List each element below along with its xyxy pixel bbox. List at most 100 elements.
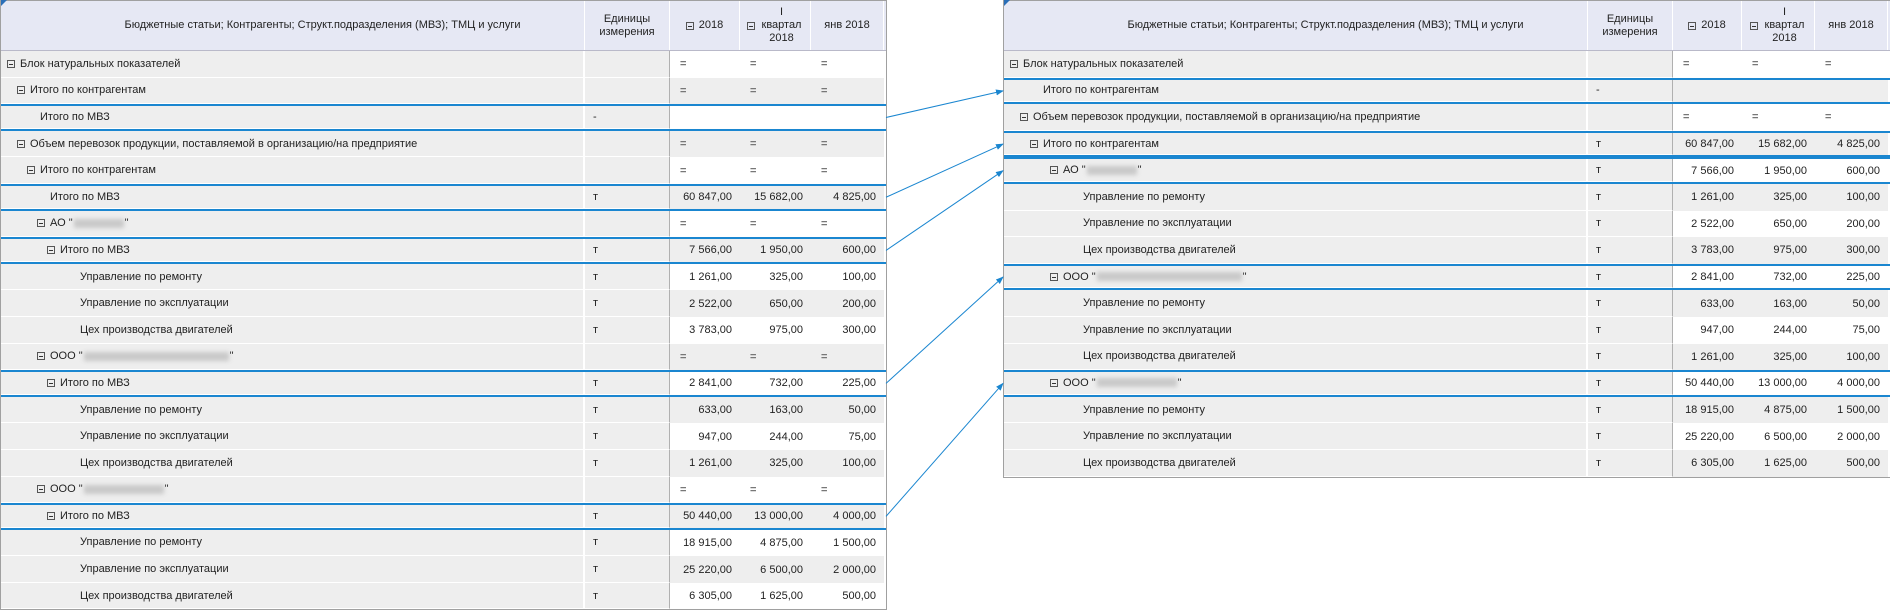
value-jan-2018[interactable]: 75,00 (811, 423, 884, 450)
table-row[interactable]: Объем перевозок продукции, поставляемой … (1, 130, 886, 158)
value-jan-2018[interactable]: 225,00 (1815, 265, 1888, 289)
value-q1-2018[interactable]: 325,00 (740, 449, 811, 477)
value-jan-2018[interactable]: 300,00 (1815, 237, 1888, 264)
value-q1-2018[interactable]: 732,00 (1742, 265, 1815, 289)
table-row[interactable]: Итого по контрагентам - (1004, 77, 1890, 105)
value-2018[interactable]: = (1673, 51, 1742, 78)
collapse-icon[interactable] (17, 139, 25, 148)
value-q1-2018[interactable]: 975,00 (740, 316, 811, 344)
table-row[interactable]: Управление по эксплуатации т 25 220,00 6 50… (1, 556, 886, 583)
value-jan-2018[interactable]: 75,00 (1815, 316, 1888, 344)
value-q1-2018[interactable]: = (740, 51, 811, 78)
collapse-icon[interactable] (47, 378, 55, 387)
value-2018[interactable]: 1 261,00 (670, 449, 740, 477)
value-2018[interactable]: = (670, 157, 740, 184)
value-2018[interactable]: 1 261,00 (1673, 343, 1742, 371)
value-q1-2018[interactable]: = (1742, 51, 1815, 78)
table-row[interactable]: Итого по МВЗ т 50 440,00 13 000,00 4 000,00 (1, 503, 886, 530)
value-2018[interactable]: = (670, 77, 740, 105)
table-row[interactable]: Итого по МВЗ - (1, 104, 886, 131)
value-2018[interactable]: 18 915,00 (670, 529, 740, 557)
value-jan-2018[interactable]: 1 500,00 (1815, 396, 1888, 424)
column-q1-2018[interactable]: I квартал 2018 (740, 1, 811, 50)
value-2018[interactable]: 1 261,00 (1673, 183, 1742, 211)
value-2018[interactable]: 60 847,00 (1673, 132, 1742, 156)
value-2018[interactable]: 60 847,00 (670, 185, 740, 209)
column-jan-2018[interactable]: янв 2018 (1815, 1, 1888, 50)
value-jan-2018[interactable]: 4 825,00 (811, 185, 884, 209)
value-q1-2018[interactable]: 163,00 (740, 396, 811, 424)
value-q1-2018[interactable]: = (740, 77, 811, 105)
value-q1-2018[interactable]: = (740, 210, 811, 238)
value-jan-2018[interactable]: 100,00 (1815, 343, 1888, 371)
table-row[interactable]: АО " " т 7 566,00 1 950,00 600,00 (1004, 157, 1890, 184)
value-q1-2018[interactable] (740, 106, 811, 129)
table-row[interactable]: Цех производства двигателей т 1 261,00 325,… (1, 449, 886, 477)
value-q1-2018[interactable]: 975,00 (1742, 237, 1815, 264)
value-q1-2018[interactable] (1742, 79, 1815, 103)
collapse-icon[interactable] (746, 21, 755, 30)
table-row[interactable]: Управление по ремонту т 1 261,00 325,00 100,… (1004, 183, 1890, 211)
value-2018[interactable]: = (670, 130, 740, 158)
value-jan-2018[interactable]: 600,00 (1815, 159, 1888, 182)
table-row[interactable]: Итого по МВЗ т 60 847,00 15 682,00 4 825,00 (1, 183, 886, 211)
table-row[interactable]: Цех производства двигателей т 1 261,00 325,… (1004, 343, 1890, 371)
value-2018[interactable]: 2 522,00 (670, 290, 740, 317)
value-jan-2018[interactable]: 500,00 (811, 582, 884, 610)
value-jan-2018[interactable]: 50,00 (811, 396, 884, 424)
table-row[interactable]: Управление по эксплуатации т 947,00 244,00 7… (1, 423, 886, 450)
table-row[interactable]: Управление по эксплуатации т 2 522,00 650,0… (1, 290, 886, 317)
value-2018[interactable]: 18 915,00 (1673, 396, 1742, 424)
value-q1-2018[interactable]: 732,00 (740, 372, 811, 395)
value-jan-2018[interactable]: = (811, 77, 884, 105)
collapse-icon[interactable] (37, 485, 45, 494)
value-jan-2018[interactable]: = (811, 476, 884, 504)
value-jan-2018[interactable]: 2 000,00 (811, 556, 884, 583)
collapse-icon[interactable] (1050, 378, 1058, 387)
value-2018[interactable]: 947,00 (1673, 316, 1742, 344)
value-jan-2018[interactable]: = (811, 51, 884, 78)
value-2018[interactable]: 633,00 (1673, 290, 1742, 317)
value-jan-2018[interactable]: 2 000,00 (1815, 423, 1888, 450)
value-2018[interactable]: 2 841,00 (1673, 265, 1742, 289)
table-row[interactable]: Итого по контрагентам т 60 847,00 15 682,00… (1004, 130, 1890, 158)
table-row[interactable]: Управление по ремонту т 1 261,00 325,00 100,… (1, 263, 886, 291)
value-q1-2018[interactable]: 1 625,00 (740, 582, 811, 610)
value-q1-2018[interactable]: 15 682,00 (1742, 132, 1815, 156)
value-jan-2018[interactable]: = (811, 343, 884, 371)
value-2018[interactable]: = (670, 51, 740, 78)
value-q1-2018[interactable]: 650,00 (1742, 210, 1815, 238)
value-jan-2018[interactable]: 225,00 (811, 372, 884, 395)
collapse-icon[interactable] (1050, 272, 1058, 281)
collapse-icon[interactable] (1688, 21, 1697, 30)
value-2018[interactable]: = (670, 343, 740, 371)
value-q1-2018[interactable]: 13 000,00 (740, 505, 811, 528)
value-q1-2018[interactable]: 244,00 (1742, 316, 1815, 344)
collapse-icon[interactable] (7, 59, 15, 68)
value-q1-2018[interactable]: 244,00 (740, 423, 811, 450)
value-jan-2018[interactable]: 200,00 (811, 290, 884, 317)
table-row[interactable]: Управление по эксплуатации т 25 220,00 6 50… (1004, 423, 1890, 450)
value-jan-2018[interactable]: 50,00 (1815, 290, 1888, 317)
value-jan-2018[interactable]: 4 000,00 (811, 505, 884, 528)
collapse-icon[interactable] (1020, 112, 1028, 121)
value-jan-2018[interactable]: 600,00 (811, 239, 884, 262)
table-row[interactable]: Объем перевозок продукции, поставляемой … (1004, 104, 1890, 131)
value-2018[interactable]: 7 566,00 (1673, 159, 1742, 182)
table-row[interactable]: Управление по ремонту т 18 915,00 4 875,00 1… (1, 529, 886, 557)
table-row[interactable]: Управление по ремонту т 633,00 163,00 50,00 (1, 396, 886, 424)
value-2018[interactable]: 25 220,00 (1673, 423, 1742, 450)
collapse-icon[interactable] (1010, 59, 1018, 68)
collapse-icon[interactable] (37, 219, 45, 228)
collapse-icon[interactable] (685, 21, 694, 30)
column-jan-2018[interactable]: янв 2018 (811, 1, 884, 50)
value-2018[interactable]: = (1673, 104, 1742, 131)
value-q1-2018[interactable]: 1 625,00 (1742, 449, 1815, 477)
value-q1-2018[interactable]: = (740, 343, 811, 371)
collapse-icon[interactable] (37, 352, 45, 361)
value-q1-2018[interactable]: = (740, 130, 811, 158)
value-q1-2018[interactable]: 4 875,00 (1742, 396, 1815, 424)
value-2018[interactable]: 25 220,00 (670, 556, 740, 583)
collapse-icon[interactable] (47, 245, 55, 254)
value-q1-2018[interactable]: 1 950,00 (740, 239, 811, 262)
